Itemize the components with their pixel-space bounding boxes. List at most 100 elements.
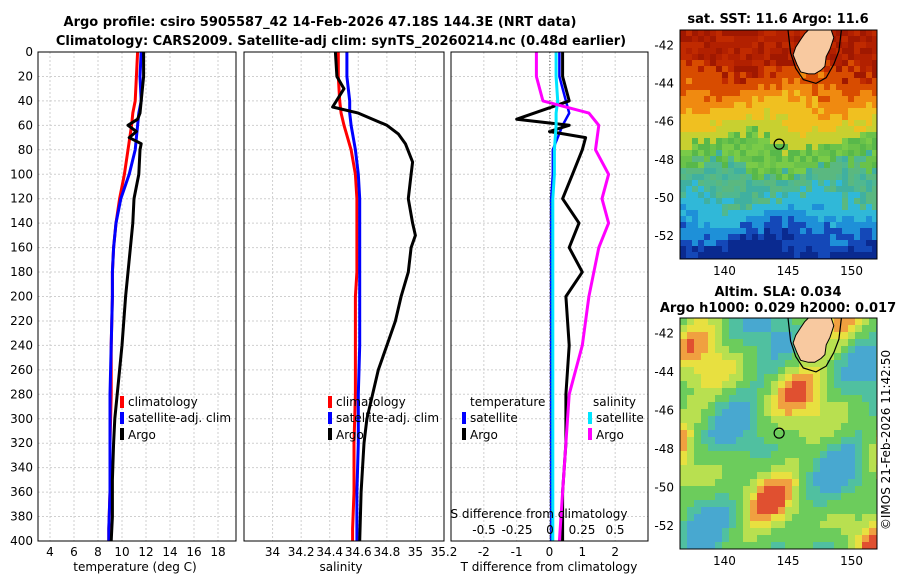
map-cell	[872, 204, 877, 211]
map-cell	[764, 30, 771, 37]
map-cell	[716, 78, 723, 85]
map-cell	[842, 30, 849, 37]
map-cell	[729, 507, 737, 515]
map-cell	[770, 210, 777, 217]
map-cell	[824, 234, 831, 241]
map-cell	[862, 521, 870, 529]
map-cell	[788, 126, 795, 133]
map-y-tick: -50	[654, 480, 674, 494]
map-cell	[782, 132, 789, 139]
map-cell	[734, 162, 741, 169]
map-cell	[736, 514, 744, 522]
map-cell	[776, 240, 783, 247]
map-cell	[866, 72, 873, 79]
map-cell	[757, 528, 765, 536]
map-cell	[866, 84, 873, 91]
map-cell	[800, 132, 807, 139]
map-cell	[722, 168, 729, 175]
map-cell	[776, 150, 783, 157]
map-cell	[680, 114, 687, 121]
map-cell	[806, 186, 813, 193]
map-cell	[704, 246, 711, 253]
map-cell	[743, 486, 751, 494]
map-cell	[824, 150, 831, 157]
map-cell	[752, 126, 759, 133]
map-cell	[728, 162, 735, 169]
map-cell	[788, 198, 795, 205]
map-cell	[698, 192, 705, 199]
map-cell	[860, 108, 867, 115]
map-cell	[862, 374, 870, 382]
map-cell	[854, 162, 861, 169]
map-cell	[722, 204, 729, 211]
map-cell	[855, 528, 863, 536]
map-cell	[770, 144, 777, 151]
map-cell	[799, 514, 807, 522]
map-cell	[694, 507, 702, 515]
map-cell	[776, 36, 783, 43]
map-cell	[785, 507, 793, 515]
map-cell	[743, 500, 751, 508]
map-cell	[708, 493, 716, 501]
map-cell	[746, 192, 753, 199]
map-cell	[830, 222, 837, 229]
map-cell	[750, 479, 758, 487]
map-cell	[848, 234, 855, 241]
map-cell	[782, 78, 789, 85]
map-cell	[757, 486, 765, 494]
map-cell	[722, 542, 730, 549]
map-cell	[855, 416, 863, 424]
map-cell	[764, 416, 772, 424]
map-cell	[704, 102, 711, 109]
map-cell	[830, 240, 837, 247]
map-cell	[854, 90, 861, 97]
map-cell	[836, 222, 843, 229]
map-cell	[848, 102, 855, 109]
map-cell	[686, 60, 693, 67]
map-cell	[860, 192, 867, 199]
map-cell	[746, 198, 753, 205]
map-cell	[710, 222, 717, 229]
map-cell	[764, 54, 771, 61]
map-cell	[860, 246, 867, 253]
map-cell	[708, 409, 716, 417]
map-cell	[715, 367, 723, 375]
map-cell	[788, 246, 795, 253]
map-cell	[715, 465, 723, 473]
map-cell	[764, 102, 771, 109]
map-cell	[778, 402, 786, 410]
map-cell	[812, 204, 819, 211]
map-cell	[680, 174, 687, 181]
map-cell	[799, 451, 807, 459]
legend-satellite: satellite-adj. clim	[336, 411, 439, 425]
map-cell	[722, 535, 730, 543]
map-cell	[848, 162, 855, 169]
map-cell	[715, 535, 723, 543]
map-cell	[694, 374, 702, 382]
map-cell	[869, 514, 877, 522]
map-cell	[764, 444, 772, 452]
map-cell	[827, 486, 835, 494]
map-cell	[830, 102, 837, 109]
map-cell	[764, 36, 771, 43]
map-cell	[734, 66, 741, 73]
map-cell	[830, 108, 837, 115]
map-cell	[716, 204, 723, 211]
map-cell	[692, 36, 699, 43]
map-cell	[698, 48, 705, 55]
map-cell	[776, 144, 783, 151]
map-cell	[729, 374, 737, 382]
map-cell	[752, 168, 759, 175]
map-cell	[827, 514, 835, 522]
timestamp: ©IMOS 21-Feb-2026 11:42:50	[879, 350, 893, 530]
map-cell	[771, 353, 779, 361]
map-cell	[820, 416, 828, 424]
map-cell	[740, 216, 747, 223]
x-tick-label: 10	[114, 545, 129, 559]
map-cell	[830, 168, 837, 175]
map-cell	[680, 234, 687, 241]
map-cell	[834, 332, 842, 340]
map-cell	[704, 210, 711, 217]
map-cell	[836, 108, 843, 115]
map-cell	[710, 90, 717, 97]
